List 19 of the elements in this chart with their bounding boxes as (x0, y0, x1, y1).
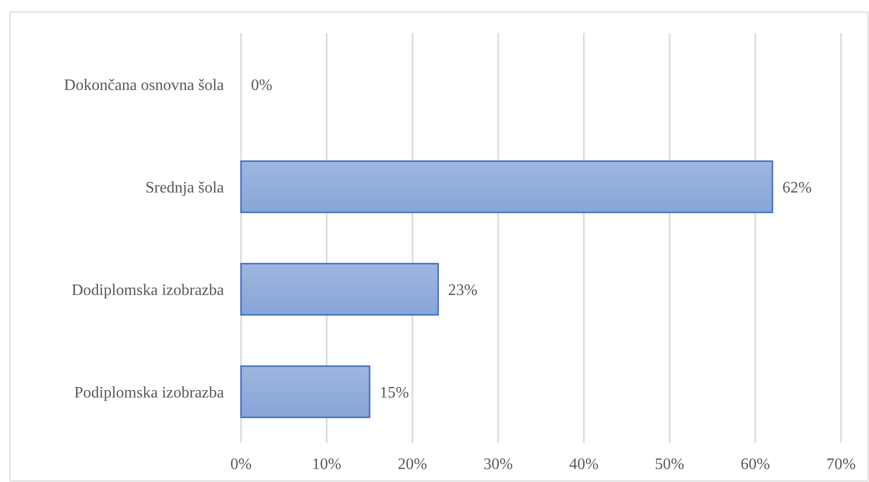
data-label: 23% (448, 282, 478, 299)
y-tick-label: Dokončana osnovna šola (64, 76, 224, 94)
x-tick-label: 30% (483, 456, 513, 473)
bar (240, 365, 370, 418)
x-tick-label: 60% (740, 456, 770, 473)
x-tick-label: 50% (654, 456, 684, 473)
y-tick-label: Srednja šola (145, 179, 224, 196)
x-tick-label: 20% (398, 456, 428, 473)
x-tick-label: 10% (312, 456, 342, 473)
bar (240, 262, 439, 316)
y-tick-label: Podiplomska izobrazba (74, 384, 224, 402)
x-tick-label: 70% (826, 456, 856, 473)
x-tick-label: 40% (569, 456, 599, 473)
data-label: 0% (251, 76, 272, 94)
y-tick-label: Dodiplomska izobrazba (72, 282, 224, 299)
x-tick-label: 0% (230, 456, 252, 473)
data-label: 62% (782, 179, 812, 196)
data-label: 15% (380, 384, 409, 402)
bar (240, 160, 774, 214)
